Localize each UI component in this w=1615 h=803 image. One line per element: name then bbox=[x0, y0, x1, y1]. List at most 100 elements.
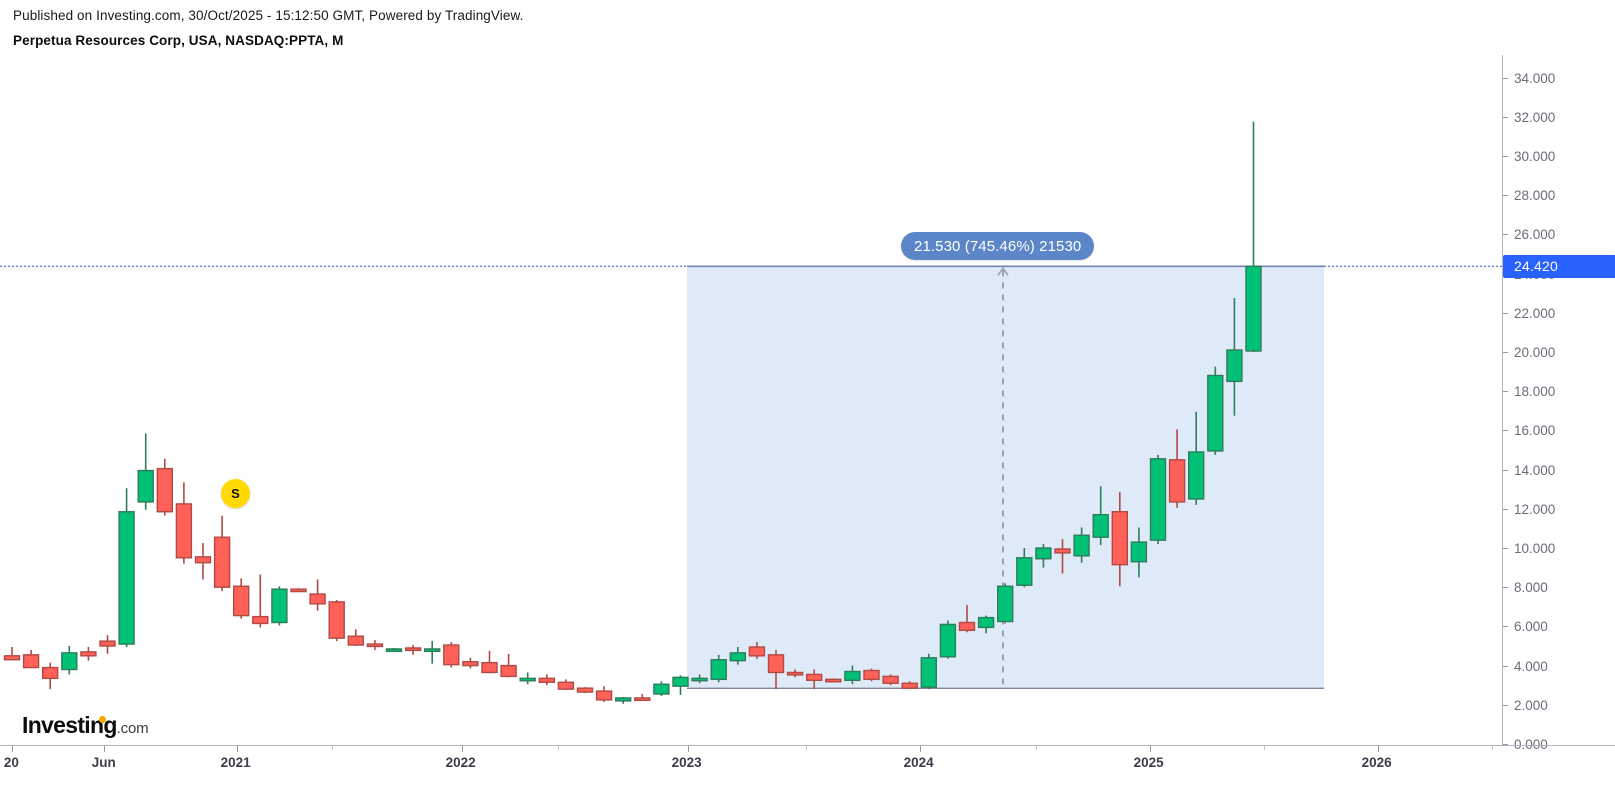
time-tick-label: Jun bbox=[91, 755, 116, 770]
last-price-badge[interactable]: 24.420 bbox=[1503, 255, 1615, 279]
candle-body-up bbox=[1207, 374, 1224, 452]
time-tick-mark bbox=[558, 746, 559, 750]
price-tick-mark bbox=[1503, 469, 1508, 471]
time-tick-label: 2026 bbox=[1361, 755, 1392, 770]
price-tick-label: 26.000 bbox=[1514, 227, 1556, 243]
price-tick-label: 18.000 bbox=[1514, 384, 1556, 400]
candle-body-down bbox=[290, 588, 307, 593]
price-tick-label: 6.000 bbox=[1514, 619, 1548, 635]
time-tick-mark bbox=[1492, 746, 1493, 750]
price-tick-mark bbox=[1503, 626, 1508, 628]
candle-body-down bbox=[958, 621, 976, 632]
logo-domain: .com bbox=[116, 720, 149, 737]
price-tick-label: 0.000 bbox=[1514, 737, 1548, 752]
candle-body-down bbox=[806, 673, 823, 682]
candle-body-up bbox=[1016, 557, 1033, 586]
time-tick-label: 20 bbox=[3, 755, 19, 770]
candle-body-down bbox=[252, 615, 269, 625]
candle-body-up bbox=[385, 648, 403, 653]
candle-body-down bbox=[786, 671, 804, 676]
price-tick-mark bbox=[1503, 116, 1508, 118]
candle-body-up bbox=[1149, 458, 1167, 541]
time-tick-mark bbox=[237, 746, 238, 752]
time-tick-label: 2024 bbox=[903, 755, 934, 770]
chart-plot-area[interactable] bbox=[0, 55, 1502, 745]
candle-body-down bbox=[882, 675, 899, 684]
candlestick-series bbox=[3, 121, 1262, 704]
candle-body-up bbox=[271, 588, 288, 624]
split-marker-badge[interactable]: S bbox=[221, 479, 250, 508]
price-tick-label: 10.000 bbox=[1514, 540, 1556, 556]
candle-body-down bbox=[443, 644, 460, 666]
price-axis[interactable]: 0.000 2.000 4.000 6.000 8.000 10.000 12.000 14.… bbox=[1502, 55, 1615, 752]
candle-body-up bbox=[424, 648, 441, 653]
price-tick-label: 16.000 bbox=[1514, 423, 1556, 439]
candle-body-down bbox=[22, 654, 40, 669]
candle-body-down bbox=[538, 677, 555, 683]
candle-body-up bbox=[615, 697, 632, 702]
measurement-tooltip: 21.530 (745.46%) 21530 bbox=[901, 232, 1095, 260]
price-tick-mark bbox=[1503, 508, 1508, 510]
price-tick-mark bbox=[1503, 312, 1508, 314]
candle-body-down bbox=[328, 601, 345, 639]
price-tick-label: 20.000 bbox=[1514, 344, 1556, 360]
chart-header: Published on Investing.com, 30/Oct/2025 … bbox=[13, 7, 523, 49]
candlestick-canvas bbox=[0, 121, 1502, 704]
time-tick-label: 2025 bbox=[1133, 755, 1164, 770]
candle-body-up bbox=[710, 659, 727, 681]
time-axis[interactable]: 20 Jun 2021 2022 2023 2024 2025 2026 bbox=[0, 745, 1615, 803]
candle-body-up bbox=[691, 677, 708, 682]
price-tick-mark bbox=[1503, 587, 1508, 589]
candle-body-down bbox=[462, 660, 479, 667]
candle-body-up bbox=[844, 670, 861, 682]
candle-body-down bbox=[194, 556, 212, 564]
price-tick-mark bbox=[1503, 195, 1508, 197]
price-tick-label: 2.000 bbox=[1514, 697, 1548, 713]
measurement-box bbox=[687, 265, 1324, 690]
candle-body-down bbox=[99, 640, 116, 647]
time-tick-mark bbox=[332, 746, 333, 750]
price-tick-mark bbox=[1503, 234, 1508, 236]
candle-body-down bbox=[309, 593, 326, 605]
candle-body-down bbox=[1168, 459, 1186, 503]
candle-body-up bbox=[519, 677, 536, 682]
candle-body-up bbox=[1130, 541, 1148, 563]
price-tick-label: 30.000 bbox=[1514, 148, 1556, 164]
candle-body-down bbox=[825, 678, 842, 683]
candle-body-down bbox=[481, 661, 498, 674]
measurement-arrow-icon bbox=[997, 266, 1009, 276]
time-tick-mark bbox=[1378, 746, 1379, 752]
time-tick-mark bbox=[920, 746, 921, 752]
published-line: Published on Investing.com, 30/Oct/2025 … bbox=[13, 8, 524, 23]
candle-body-down bbox=[634, 697, 651, 702]
candle-body-down bbox=[175, 503, 193, 559]
last-price-value: 24.420 bbox=[1514, 258, 1559, 275]
investing-com-logo: Investing.com bbox=[22, 711, 149, 739]
candle-body-down bbox=[156, 467, 174, 513]
price-tick-mark bbox=[1503, 744, 1508, 745]
candle-body-up bbox=[977, 616, 995, 629]
time-tick-mark bbox=[462, 746, 463, 752]
price-tick-label: 34.000 bbox=[1514, 70, 1556, 86]
candle-body-up bbox=[672, 676, 689, 687]
candle-body-down bbox=[1111, 511, 1129, 566]
price-tick-mark bbox=[1503, 665, 1508, 667]
price-tick-label: 32.000 bbox=[1514, 109, 1556, 125]
price-tick-label: 8.000 bbox=[1514, 580, 1548, 596]
candle-body-down bbox=[366, 643, 384, 648]
time-tick-mark bbox=[1036, 746, 1037, 750]
candle-body-down bbox=[576, 687, 594, 693]
time-tick-label: 2021 bbox=[220, 755, 251, 770]
candle-body-up bbox=[1073, 534, 1090, 557]
candle-body-up bbox=[653, 683, 670, 695]
candle-body-up bbox=[729, 652, 746, 662]
time-tick-mark bbox=[1264, 746, 1265, 750]
price-tick-label: 4.000 bbox=[1514, 658, 1548, 674]
time-tick-mark bbox=[104, 746, 105, 752]
split-marker-label: S bbox=[231, 486, 240, 501]
price-tick-mark bbox=[1503, 77, 1508, 79]
price-tick-mark bbox=[1503, 391, 1508, 393]
candle-body-down bbox=[404, 647, 422, 652]
price-tick-mark bbox=[1503, 351, 1508, 353]
